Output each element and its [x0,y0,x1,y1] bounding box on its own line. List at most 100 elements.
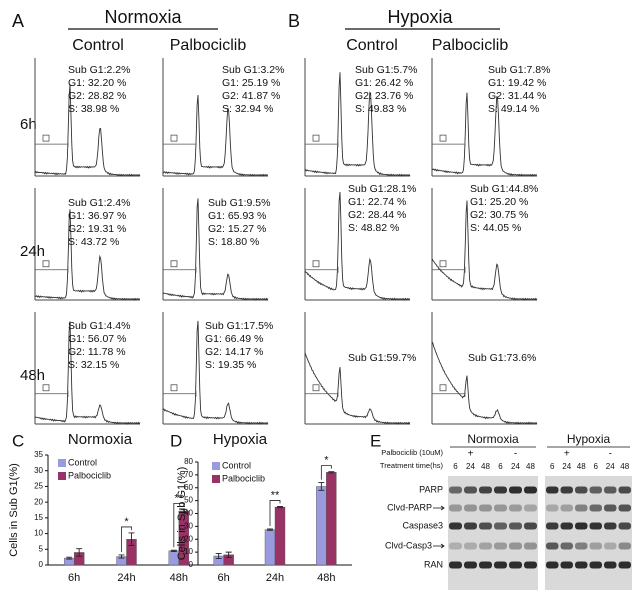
blot-band [575,542,588,550]
error-bar [76,548,83,557]
time-label-lane: 6 [453,462,458,471]
blot-band [618,542,631,550]
blot-band [479,561,492,569]
cell-cycle-stat: S: 44.05 % [470,222,521,234]
cell-cycle-stat: G1: 36.97 % [68,210,126,222]
row-label: 6h [20,116,37,133]
x-tick-label: 48h [170,572,188,584]
blot-band [509,504,522,512]
cell-cycle-stat: S: 19.35 % [205,359,256,371]
gate-marker [42,260,50,268]
legend-label: Palbociclib [68,470,111,480]
blot-band [494,561,507,569]
blot-band [449,504,462,512]
cell-cycle-stat: S: 43.72 % [68,236,119,248]
legend-swatch [212,475,220,483]
x-tick-label: 6h [218,572,230,584]
blot-band [546,542,559,550]
legend-label: Palbociclib [222,473,265,483]
cell-cycle-stat: G1: 66.49 % [205,333,263,345]
blot-band [449,486,462,494]
blot-band [604,486,617,494]
blot-row-label: Caspase3 [402,520,443,530]
y-tick-label: 70 [184,470,193,479]
error-bar [128,532,135,546]
blot-row-label: PARP [419,484,443,494]
bar [264,529,276,566]
cell-cycle-stat: Sub G1:9.5% [208,197,270,209]
y-tick-label: 20 [184,534,193,543]
legend-label: Control [68,457,97,467]
column-header: Control [346,37,398,54]
y-tick-label: 35 [34,450,43,459]
blot-background [448,476,538,590]
blot-background [545,476,632,590]
blot-band [479,542,492,550]
cell-cycle-stat: G1: 25.19 % [222,77,280,89]
cell-cycle-stat: Sub G1:73.6% [468,352,536,364]
cell-cycle-stat: Sub G1:44.8% [470,183,538,195]
y-tick-label: 80 [184,457,193,466]
cell-cycle-stat: S: 18.80 % [208,236,259,248]
cell-cycle-stat: Sub G1:3.2% [222,64,284,76]
gate-marker [439,134,447,142]
cell-cycle-stat: Sub G1:59.7% [348,352,416,364]
cell-cycle-stat: S: 38.98 % [68,103,119,115]
treatment-label: Palbociclib (10uM) [381,448,443,457]
cell-cycle-stat: G1: 22.74 % [348,196,406,208]
histogram-curve [162,198,269,301]
blot-band [464,522,477,530]
blot-band [546,486,559,494]
cell-cycle-stat: G1: 19.42 % [488,77,546,89]
cell-cycle-stat: Sub G1:2.4% [68,197,130,209]
time-label-lane: 6 [594,462,599,471]
y-tick-label: 25 [34,482,43,491]
histogram-curve [304,191,411,301]
cell-cycle-stat: Sub G1:7.8% [488,64,550,76]
blot-band [618,486,631,494]
blot-band [604,561,617,569]
blot-band [546,522,559,530]
blot-band [509,561,522,569]
y-tick-label: 10 [34,529,43,538]
blot-band [618,504,631,512]
significance-bracket [320,465,332,480]
gate-marker [42,134,50,142]
panel-label: A [12,11,24,31]
chart-title: Hypoxia [213,431,268,448]
significance-label: ** [271,489,280,501]
histogram-curve [304,352,411,425]
time-label-lane: 48 [577,462,586,471]
cell-cycle-stat: G2: 41.87 % [222,90,280,102]
cell-cycle-stat: S: 32.15 % [68,359,119,371]
blot-band [575,504,588,512]
blot-band [546,504,559,512]
blot-band [575,522,588,530]
blot-band [589,561,602,569]
time-label-lane: 24 [606,462,615,471]
blot-row-label: Clvd-PARP [387,502,432,512]
y-tick-label: 0 [39,560,44,569]
blot-band [494,504,507,512]
x-tick-label: 24h [117,572,135,584]
cell-cycle-stat: G2: 15.27 % [208,223,266,235]
blot-band [589,504,602,512]
blot-band [589,542,602,550]
bar [316,486,327,566]
y-tick-label: 60 [184,483,193,492]
column-header: Palbociclib [432,37,509,54]
gate-marker [312,384,320,392]
gate-marker [170,134,178,142]
time-label-lane: 6 [550,462,555,471]
cell-cycle-stat: S: 49.83 % [355,103,406,115]
time-label-lane: 6 [498,462,503,471]
cell-cycle-stat: Sub G1:17.5% [205,320,273,332]
histogram-curve [34,84,141,177]
x-tick-label: 6h [68,572,80,584]
band-arrow [433,543,445,549]
cell-cycle-stat: Sub G1:2.2% [68,64,130,76]
row-label: 48h [20,367,45,384]
error-bar [66,556,73,560]
y-tick-label: 0 [189,560,194,569]
